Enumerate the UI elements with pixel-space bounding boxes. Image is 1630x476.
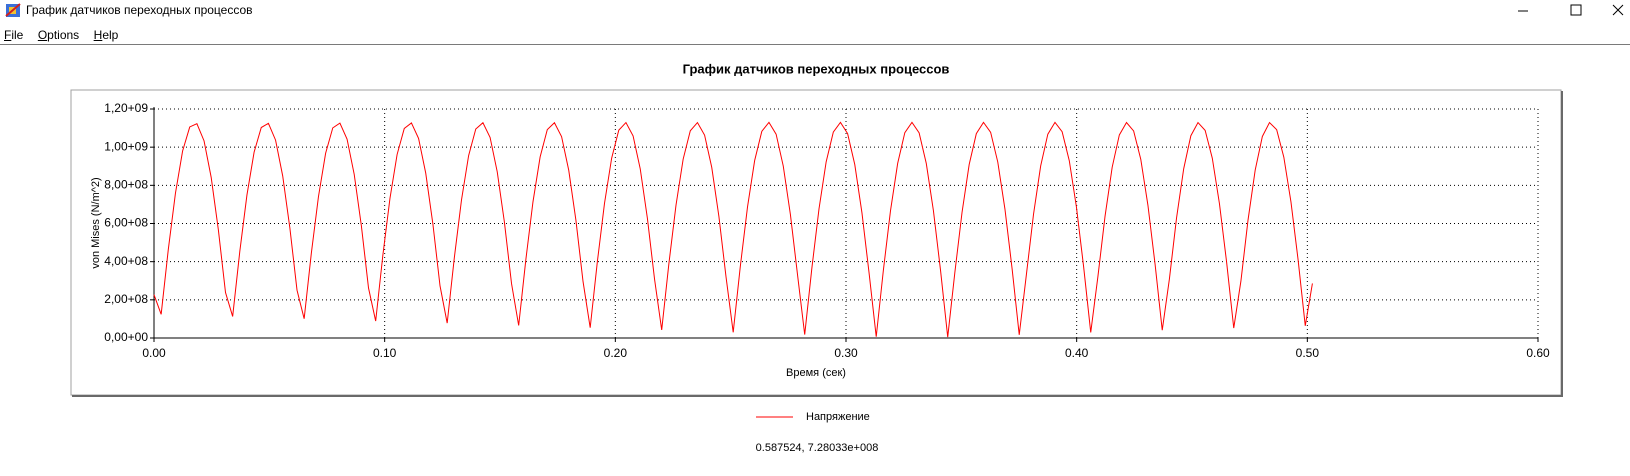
x-tick-label: 0.60 (1526, 346, 1550, 360)
data-line (153, 121, 1313, 338)
y-tick-label: 1,00+09 (104, 139, 148, 153)
x-tick-label: 0.10 (373, 346, 397, 360)
app-icon (5, 3, 21, 17)
menu-help[interactable]: Help (93, 28, 119, 42)
chart-title: График датчиков переходных процессов (683, 61, 950, 76)
y-tick-label: 8,00+08 (104, 178, 148, 192)
menu-bar: File Options Help (0, 24, 1630, 45)
y-axis-label: von Mises (N/m^2) (90, 177, 102, 268)
x-axis-label: Время (сек) (786, 367, 846, 379)
close-button[interactable] (1612, 4, 1624, 16)
window-title: График датчиков переходных процессов (26, 3, 253, 17)
legend-label: Напряжение (806, 411, 870, 423)
y-tick-label: 4,00+08 (104, 254, 148, 268)
x-tick-label: 0.40 (1065, 346, 1089, 360)
x-tick-label: 0.30 (834, 346, 858, 360)
menu-options[interactable]: Options (37, 28, 80, 42)
cursor-readout: 0.587524, 7.28033e+008 (756, 442, 879, 454)
window-controls (1518, 4, 1624, 16)
y-tick-label: 2,00+08 (104, 292, 148, 306)
menu-file[interactable]: File (4, 28, 24, 42)
maximize-button[interactable] (1570, 4, 1582, 16)
y-tick-label: 6,00+08 (104, 216, 148, 230)
chart-frame-shadow (72, 91, 1563, 397)
chart-frame (70, 89, 1562, 396)
x-tick-label: 0.00 (142, 346, 166, 360)
y-tick-label: 0,00+00 (104, 330, 148, 344)
x-tick-label: 0.50 (1296, 346, 1320, 360)
x-tick-label: 0.20 (604, 346, 628, 360)
title-bar: График датчиков переходных процессов (0, 0, 1630, 22)
chart: График датчиков переходных процессов Вре… (70, 61, 1563, 454)
y-tick-label: 1,20+09 (104, 101, 148, 115)
